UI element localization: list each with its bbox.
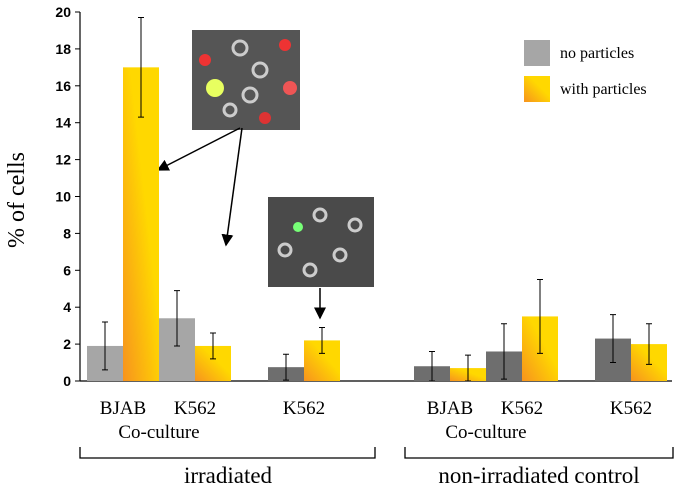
arrows: [156, 127, 326, 320]
x-tick-label: BJAB: [427, 398, 473, 419]
error-bar: [610, 314, 616, 364]
y-tick-label: 6: [63, 262, 71, 278]
x-tick-label: K562: [174, 398, 216, 419]
inset-image: [268, 197, 374, 287]
x-tick-label: K562: [501, 398, 543, 419]
error-bar: [319, 326, 325, 354]
legend-label: no particles: [560, 45, 634, 62]
group-brackets: [79, 447, 674, 459]
error-bar: [646, 323, 652, 365]
inset-image: [192, 30, 300, 130]
error-bar: [174, 290, 180, 347]
y-tick-label: 20: [55, 4, 71, 20]
y-axis-label: % of cells: [4, 152, 30, 248]
error-bar: [210, 332, 216, 360]
group-label: non-irradiated control: [438, 463, 639, 488]
y-tick-label: 16: [55, 78, 71, 94]
y-tick-label: 0: [63, 373, 71, 389]
x-tick-label: BJAB: [100, 398, 146, 419]
group-label: irradiated: [184, 463, 273, 488]
error-bar: [429, 350, 435, 382]
y-tick-label: 14: [55, 115, 71, 131]
bar: [123, 67, 159, 381]
error-bar: [501, 323, 507, 380]
subgroup-label: Co-culture: [445, 422, 526, 443]
error-bar: [465, 354, 471, 382]
error-bar: [537, 279, 543, 354]
y-tick-label: 12: [55, 152, 71, 168]
error-bar: [102, 321, 108, 371]
legend-label: with particles: [560, 81, 647, 98]
legend-swatch: [524, 76, 550, 102]
error-bar: [283, 353, 289, 381]
legend-swatch: [524, 40, 550, 66]
y-tick-label: 2: [63, 336, 71, 352]
x-tick-label: K562: [610, 398, 652, 419]
y-tick-label: 4: [63, 299, 71, 315]
x-tick-label: K562: [283, 398, 325, 419]
y-tick-label: 18: [55, 41, 71, 57]
subgroup-label: Co-culture: [118, 422, 199, 443]
y-tick-label: 10: [55, 189, 71, 205]
error-bar: [138, 17, 144, 118]
y-tick-label: 8: [63, 225, 71, 241]
